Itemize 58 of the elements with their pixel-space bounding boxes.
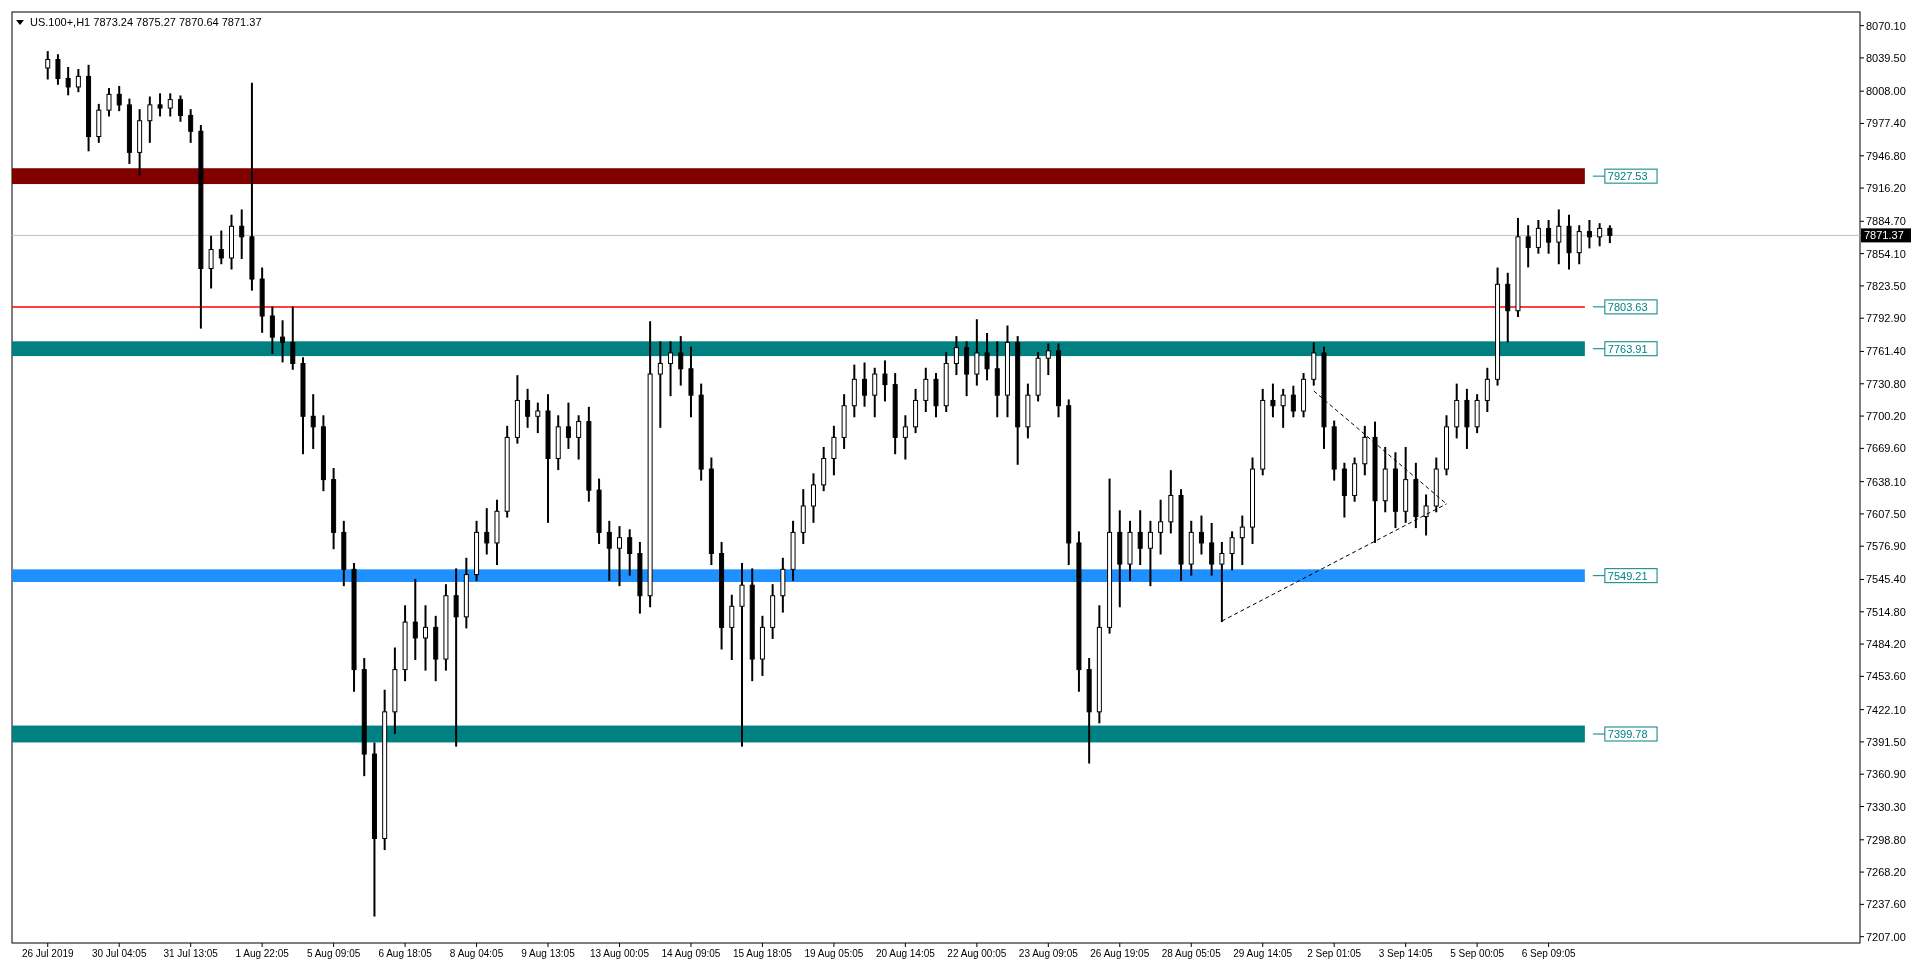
y-tick-label: 7545.40 (1866, 573, 1906, 586)
x-tick-label: 22 Aug 00:05 (947, 948, 1007, 959)
x-tick-label: 14 Aug 09:05 (661, 948, 721, 959)
x-tick-label: 9 Aug 13:05 (521, 948, 576, 959)
y-tick-label: 7576.90 (1866, 540, 1906, 553)
y-tick-label: 7977.40 (1866, 117, 1906, 130)
y-tick-label: 7514.80 (1866, 605, 1906, 618)
x-tick-label: 15 Aug 18:05 (732, 948, 793, 959)
y-tick-label: 7298.80 (1866, 833, 1906, 846)
ref-line-label: 7871.37 (1864, 229, 1904, 242)
y-tick-label: 7207.00 (1866, 930, 1906, 943)
y-tick-label: 7638.10 (1866, 475, 1906, 488)
y-tick-label: 7946.80 (1866, 149, 1906, 162)
y-tick-label: 8070.10 (1866, 19, 1906, 32)
ref-line-label: 7803.63 (1607, 300, 1648, 313)
x-tick-label: 28 Aug 05:05 (1161, 948, 1222, 959)
y-tick-label: 7360.90 (1866, 768, 1906, 781)
x-tick-label: 13 Aug 00:05 (590, 948, 650, 959)
band-label: 7399.78 (1607, 728, 1648, 740)
y-tick-label: 7669.60 (1866, 442, 1906, 455)
y-tick-label: 7792.90 (1866, 312, 1906, 325)
x-tick-label: 26 Aug 19:05 (1090, 948, 1150, 959)
y-tick-label: 7607.50 (1866, 507, 1906, 520)
y-tick-label: 7730.80 (1866, 377, 1906, 390)
band-label: 7927.53 (1607, 170, 1648, 183)
x-tick-label: 3 Sep 14:05 (1378, 948, 1434, 959)
y-tick-label: 7237.60 (1866, 898, 1906, 911)
y-tick-label: 7761.40 (1866, 345, 1906, 358)
x-tick-label: 30 Jul 04:05 (91, 948, 147, 959)
y-tick-label: 7916.20 (1866, 182, 1906, 195)
x-tick-label: 19 Aug 05:05 (804, 948, 864, 959)
x-tick-label: 29 Aug 14:05 (1233, 948, 1293, 959)
y-tick-label: 8008.00 (1866, 85, 1906, 98)
x-tick-label: 26 Jul 2019 (21, 948, 75, 959)
x-tick-label: 6 Aug 18:05 (378, 948, 433, 959)
y-tick-label: 7391.50 (1866, 735, 1906, 748)
y-tick-label: 7484.20 (1866, 638, 1906, 651)
x-tick-label: 1 Aug 22:05 (235, 948, 290, 959)
y-tick-label: 8039.50 (1866, 51, 1906, 64)
x-tick-label: 8 Aug 04:05 (449, 948, 504, 959)
y-tick-label: 7453.60 (1866, 670, 1906, 683)
chart-title: US.100+,H1 7873.24 7875.27 7870.64 7871.37 (30, 16, 262, 28)
x-tick-label: 20 Aug 14:05 (875, 948, 936, 959)
x-tick-label: 31 Jul 13:05 (163, 948, 219, 959)
y-tick-label: 7700.20 (1866, 410, 1906, 423)
y-tick-label: 7884.70 (1866, 215, 1906, 228)
x-tick-label: 6 Sep 09:05 (1521, 948, 1576, 959)
x-tick-label: 23 Aug 09:05 (1018, 948, 1079, 959)
y-tick-label: 7330.30 (1866, 800, 1906, 813)
y-tick-label: 7854.10 (1866, 247, 1906, 260)
y-tick-label: 7422.10 (1866, 703, 1906, 716)
x-tick-label: 5 Sep 00:05 (1450, 948, 1505, 959)
band-label: 7763.91 (1607, 342, 1648, 355)
y-tick-label: 7268.20 (1866, 866, 1906, 879)
x-tick-label: 2 Sep 01:05 (1307, 948, 1362, 959)
x-tick-label: 5 Aug 09:05 (306, 948, 361, 959)
band-label: 7549.21 (1607, 569, 1648, 582)
y-tick-label: 7823.50 (1866, 279, 1906, 292)
